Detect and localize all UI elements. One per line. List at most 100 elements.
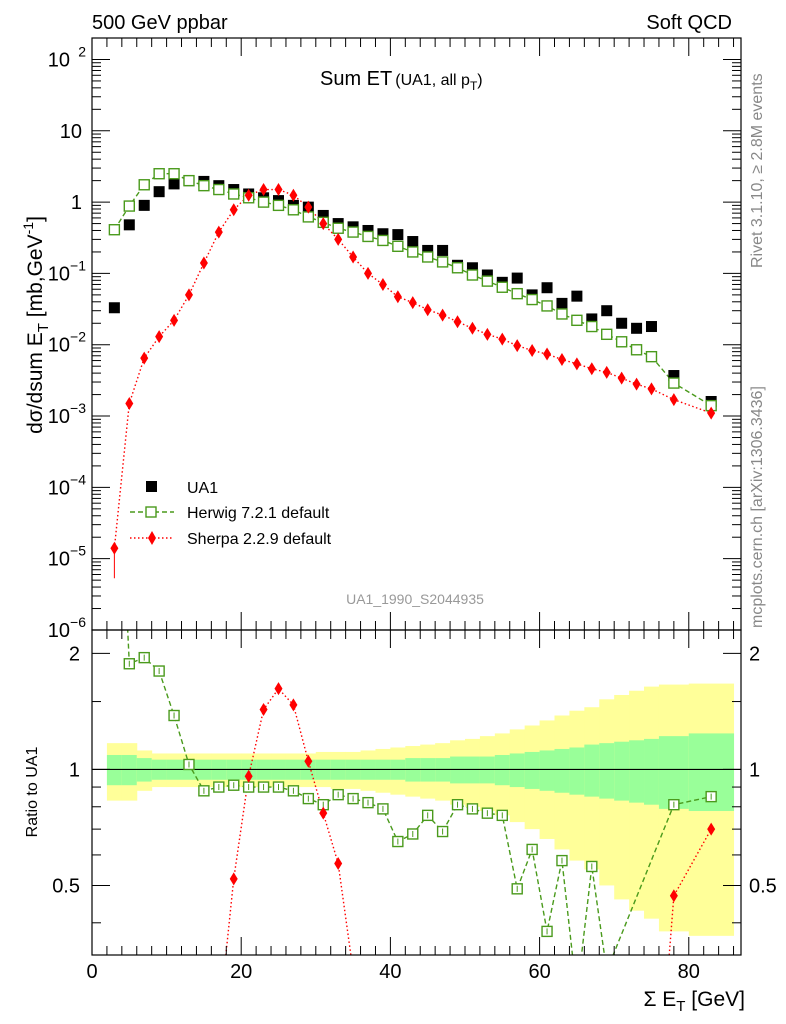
herwig-point bbox=[138, 179, 150, 191]
ratio-y-tick-label-right: 1 bbox=[749, 759, 760, 781]
herwig-point bbox=[198, 179, 210, 192]
herwig-ratio-point bbox=[602, 966, 612, 976]
y-tick-label: 10 bbox=[48, 263, 70, 285]
ua1-point bbox=[317, 209, 329, 221]
sherpa-point bbox=[572, 357, 581, 371]
x-axis-label-main: Σ E bbox=[643, 988, 676, 1011]
y-tick-label: 10 bbox=[48, 49, 70, 71]
uncertainty-band-inner bbox=[569, 747, 585, 795]
y-axis-label-sub: T bbox=[35, 323, 52, 332]
sherpa-ratio-point bbox=[304, 754, 313, 768]
ratio-panel: 0.5 0.51 12 20 20 40 60 80 Ratio to UA1 Σ ET [G… bbox=[24, 629, 777, 1024]
y-tick-label: 10 bbox=[48, 335, 70, 357]
sherpa-point bbox=[349, 250, 358, 264]
ua1-point bbox=[668, 370, 680, 382]
y-tick-label-exponent: −2 bbox=[70, 329, 86, 345]
herwig-point bbox=[481, 275, 494, 287]
uncertainty-band-inner bbox=[629, 740, 645, 803]
ua1-point bbox=[541, 282, 553, 294]
herwig-point bbox=[645, 350, 658, 363]
ratio-y-tick-label: 0.5 bbox=[52, 875, 80, 897]
herwig-ratio-point bbox=[572, 990, 582, 1000]
herwig-point bbox=[213, 183, 225, 196]
y-tick-label: 10 bbox=[60, 121, 82, 143]
herwig-point bbox=[601, 328, 613, 341]
sherpa-point bbox=[647, 382, 656, 396]
herwig-point bbox=[630, 344, 643, 356]
sherpa-point bbox=[453, 315, 462, 329]
sherpa-point bbox=[184, 288, 193, 302]
y-axis-label-sup: -1 bbox=[20, 222, 36, 235]
y-tick-label-exponent: −6 bbox=[70, 614, 86, 630]
sherpa-ratio-point bbox=[215, 1016, 223, 1024]
sherpa-point bbox=[393, 290, 402, 304]
y-axis-label-main: dσ/dsum E bbox=[24, 332, 47, 434]
sherpa-point bbox=[483, 327, 492, 341]
sherpa-point bbox=[289, 188, 298, 202]
ratio-y-tick-label-right: 0.5 bbox=[749, 875, 777, 897]
herwig-point bbox=[451, 262, 464, 274]
ua1-point bbox=[362, 224, 374, 236]
y-tick-label-exponent: −5 bbox=[70, 543, 86, 559]
sherpa-point bbox=[244, 188, 253, 202]
ua1-point bbox=[631, 322, 643, 334]
herwig-point bbox=[183, 174, 195, 187]
y-axis-label-close: ] bbox=[24, 216, 47, 222]
uncertainty-band-inner bbox=[614, 741, 630, 801]
ua1-point bbox=[168, 178, 180, 190]
chart-title-close: ) bbox=[477, 72, 482, 89]
herwig-point bbox=[526, 293, 538, 306]
ua1-point bbox=[601, 305, 613, 317]
legend-marker-herwig bbox=[145, 506, 157, 518]
uncertainty-band-inner bbox=[599, 743, 615, 799]
uncertainty-band-inner bbox=[106, 754, 123, 786]
legend-marker-sherpa bbox=[148, 531, 156, 545]
herwig-point bbox=[108, 224, 121, 236]
herwig-line bbox=[113, 173, 712, 407]
herwig-point bbox=[362, 230, 374, 243]
herwig-point bbox=[272, 199, 285, 212]
sherpa-point bbox=[423, 303, 432, 317]
ua1-point bbox=[377, 228, 389, 240]
chart-title-sub: T bbox=[470, 79, 478, 93]
legend-label-ua1: UA1 bbox=[187, 480, 218, 497]
herwig-point bbox=[168, 168, 180, 180]
uncertainty-band-inner bbox=[494, 754, 511, 786]
ua1-point bbox=[437, 244, 449, 256]
uncertainty-band-inner bbox=[524, 751, 541, 789]
ua1-point bbox=[108, 302, 120, 314]
y-tick-label-exponent: −3 bbox=[70, 400, 86, 416]
herwig-point bbox=[436, 256, 449, 268]
chart-title-paren: (UA1, all p bbox=[395, 72, 470, 89]
sherpa-point bbox=[125, 396, 134, 410]
x-tick-label: 40 bbox=[379, 961, 401, 983]
sherpa-point bbox=[468, 321, 477, 335]
herwig-point bbox=[332, 222, 344, 234]
header-right-label: Soft QCD bbox=[646, 12, 732, 34]
y-tick-label-exponent: 2 bbox=[78, 43, 86, 59]
legend-marker-ua1 bbox=[146, 481, 157, 492]
x-tick-label: 60 bbox=[528, 961, 550, 983]
uncertainty-band-inner bbox=[121, 754, 138, 786]
y-tick-label: 1 bbox=[71, 192, 82, 214]
sherpa-point bbox=[602, 365, 611, 379]
sherpa-ratio-line bbox=[225, 687, 352, 955]
sherpa-point bbox=[617, 371, 626, 385]
chart-title-main: Sum ET bbox=[320, 68, 392, 90]
legend-label-herwig: Herwig 7.2.1 default bbox=[187, 505, 330, 522]
sherpa-ratio-point bbox=[349, 964, 357, 977]
sherpa-point bbox=[364, 266, 373, 280]
herwig-point bbox=[287, 204, 300, 216]
ratio-panel-frame bbox=[91, 629, 742, 956]
ua1-point bbox=[123, 219, 135, 231]
herwig-point bbox=[615, 336, 628, 348]
analysis-watermark: UA1_1990_S2044935 bbox=[346, 591, 484, 607]
uncertainty-band-inner bbox=[644, 738, 660, 805]
sherpa-point bbox=[334, 232, 343, 246]
y-tick-label-exponent: −4 bbox=[70, 471, 86, 487]
sherpa-point bbox=[229, 203, 238, 217]
ua1-point bbox=[422, 244, 434, 256]
sherpa-point bbox=[632, 377, 641, 391]
herwig-point bbox=[347, 226, 359, 238]
